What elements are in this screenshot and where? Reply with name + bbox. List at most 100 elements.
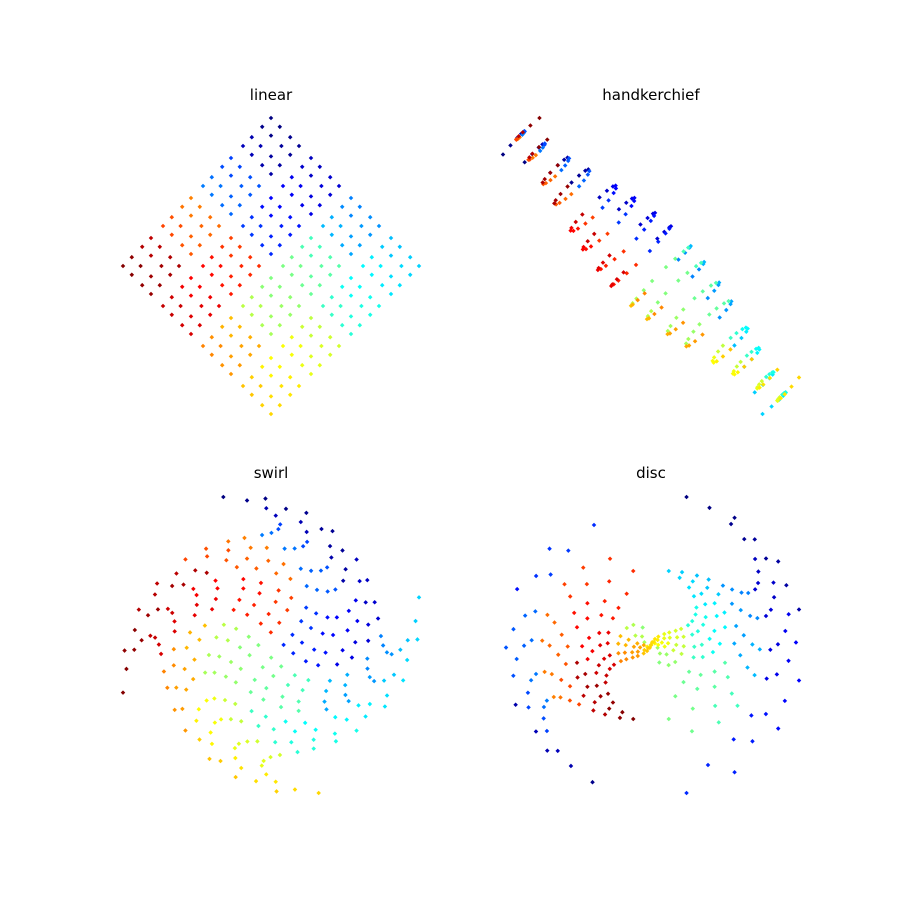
swirl-point [340, 647, 345, 653]
linear-point [277, 242, 283, 248]
swirl-point [264, 685, 269, 691]
disc-point [575, 675, 580, 680]
subplot-title-disc: disc [636, 464, 666, 482]
swirl-point [282, 546, 287, 551]
linear-point [399, 263, 404, 269]
handkerchief-point [716, 280, 722, 285]
swirl-point [256, 642, 261, 648]
disc-point [695, 628, 701, 634]
handkerchief-point [663, 264, 669, 270]
swirl-point [277, 620, 282, 626]
linear-point [327, 352, 333, 358]
handkerchief-point [663, 291, 668, 296]
linear-point [169, 312, 175, 318]
disc-point [513, 702, 518, 708]
swirl-point [278, 664, 284, 669]
disc-point [602, 712, 608, 717]
swirl-point [304, 539, 310, 545]
swirl-point [266, 558, 271, 563]
swirl-point [273, 599, 278, 605]
swirl-point [298, 618, 304, 624]
disc-point [568, 763, 574, 769]
handkerchief-point [711, 288, 717, 294]
disc-point [581, 693, 586, 698]
handkerchief-point [741, 364, 747, 370]
handkerchief-point [735, 370, 741, 375]
disc-point [796, 607, 802, 612]
swirl-point [324, 565, 330, 570]
swirl-point [258, 580, 264, 586]
disc-point [661, 631, 667, 637]
disc-point [630, 568, 636, 574]
disc-point [629, 650, 635, 655]
linear-point [379, 282, 385, 288]
disc-point [661, 636, 667, 641]
linear-point [317, 282, 323, 288]
disc-point [752, 537, 758, 542]
swirl-point [322, 699, 327, 704]
disc-point [545, 612, 550, 618]
linear-point [317, 244, 323, 250]
swirl-point [264, 506, 269, 511]
handkerchief-point [691, 329, 696, 334]
disc-point [712, 628, 717, 634]
disc-point [607, 666, 613, 672]
swirl-point [363, 600, 368, 605]
linear-point [240, 303, 246, 309]
disc-point [703, 614, 708, 620]
linear-point [360, 263, 366, 269]
linear-point [289, 254, 295, 260]
linear-point [367, 294, 373, 300]
disc-point [567, 594, 573, 599]
linear-point [209, 254, 215, 260]
handkerchief-point [700, 332, 705, 337]
handkerchief-point [508, 143, 513, 148]
linear-point [228, 253, 234, 258]
disc-point [735, 703, 740, 708]
handkerchief-point [630, 302, 635, 307]
linear-point [277, 124, 283, 130]
swirl-point [281, 561, 286, 567]
disc-point [598, 694, 603, 699]
linear-point [348, 331, 354, 337]
subplot-title-handkerchief: handkerchief [602, 86, 700, 104]
linear-point [188, 275, 194, 281]
handkerchief-point [728, 347, 733, 352]
disc-point [533, 671, 539, 677]
disc-point [542, 669, 547, 675]
swirl-point [333, 714, 338, 720]
swirl-point [285, 682, 291, 688]
disc-point [712, 600, 717, 606]
swirl-point [258, 621, 264, 626]
disc-point [616, 650, 621, 656]
handkerchief-point [767, 375, 773, 381]
disc-point [599, 612, 604, 618]
linear-point [298, 263, 303, 269]
swirl-point [363, 714, 368, 719]
disc-point [617, 715, 623, 721]
disc-point [503, 645, 509, 650]
swirl-point [304, 510, 309, 516]
handkerchief-point [648, 308, 654, 314]
disc-point [689, 618, 695, 624]
handkerchief-point [728, 335, 733, 341]
linear-point [397, 282, 403, 288]
linear-point [209, 352, 215, 358]
disc-point [728, 521, 734, 527]
swirl-point [415, 637, 420, 642]
disc-point [606, 706, 612, 711]
disc-point [690, 579, 696, 584]
disc-point [596, 662, 602, 668]
handkerchief-point [692, 338, 698, 344]
handkerchief-point [642, 291, 647, 296]
swirl-point [283, 506, 289, 512]
swirl-point [311, 647, 317, 652]
swirl-point [303, 659, 309, 664]
disc-point [594, 670, 599, 676]
swirl-point [296, 708, 301, 714]
subplot-disc: disc [503, 464, 802, 796]
disc-point [786, 611, 791, 617]
swirl-point [289, 739, 294, 745]
swirl-point [367, 674, 373, 680]
